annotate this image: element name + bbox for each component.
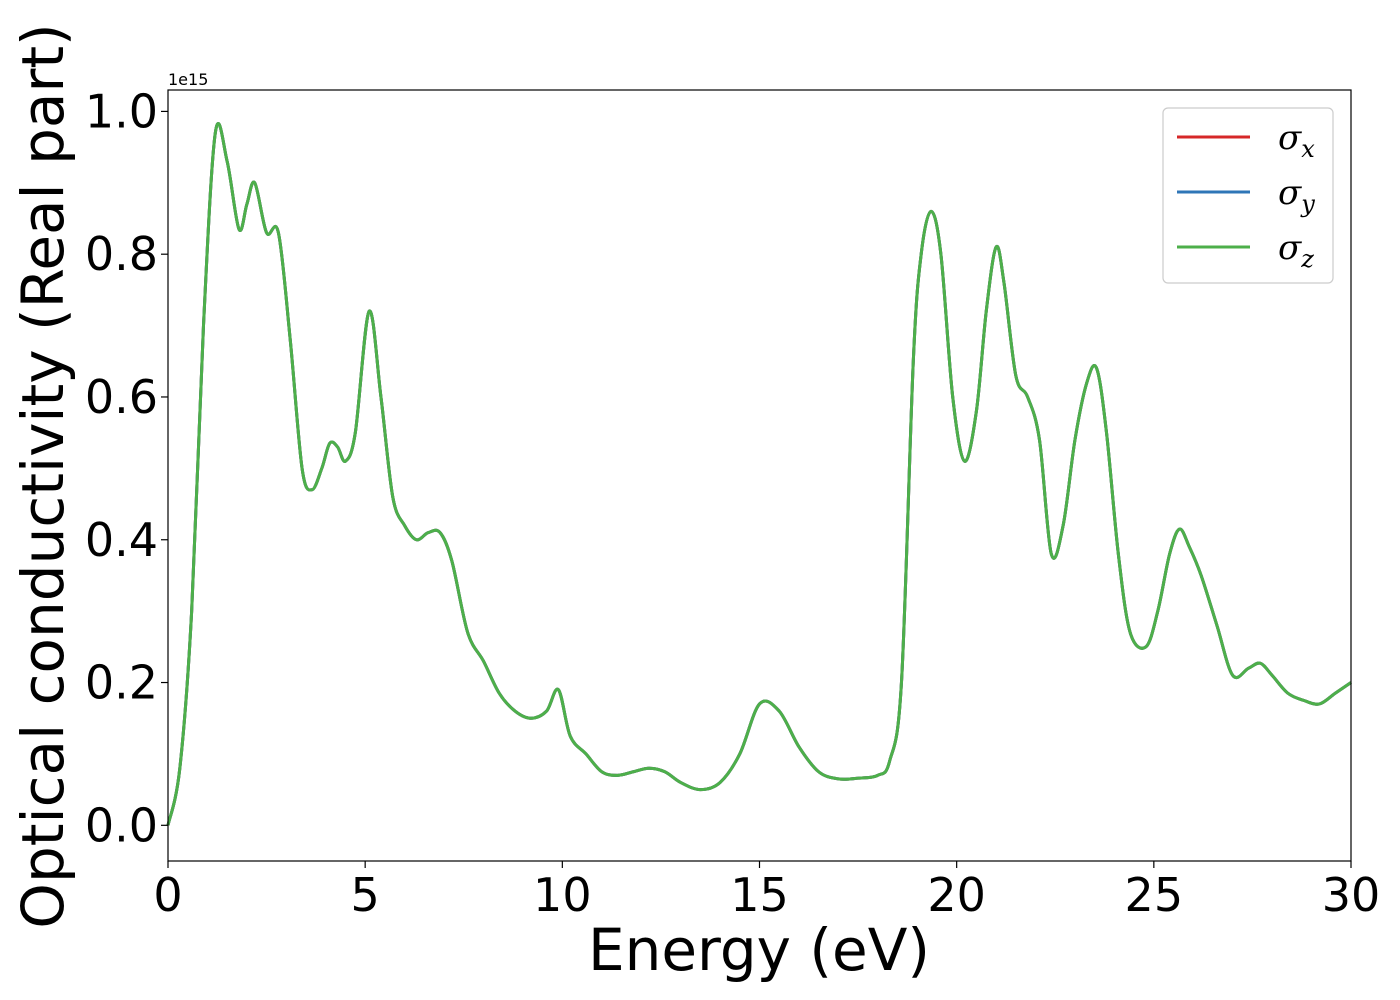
x-tick-label: 15 (730, 868, 789, 922)
y-tick-label: 0.6 (85, 370, 158, 424)
series-line-z (166, 122, 1352, 826)
y-tick-label: 0.4 (85, 513, 158, 567)
x-tick-label: 0 (153, 868, 182, 922)
x-tick-label: 20 (927, 868, 986, 922)
y-offset-label: 1e15 (168, 70, 208, 89)
x-axis-title: Energy (eV) (588, 916, 930, 984)
y-axis-title: Optical conductivity (Real part) (9, 23, 77, 928)
x-tick-label: 30 (1322, 868, 1381, 922)
x-tick-label: 25 (1125, 868, 1184, 922)
y-tick-label: 0.2 (85, 656, 158, 710)
y-tick-label: 0.0 (85, 798, 158, 852)
x-axis-ticks: 0 5 10 15 20 25 30 (153, 861, 1380, 922)
y-tick-label: 0.8 (85, 227, 158, 281)
legend-box (1162, 107, 1334, 284)
x-tick-label: 5 (351, 868, 380, 922)
y-axis-ticks: 0.0 0.2 0.4 0.6 0.8 1.0 (85, 84, 168, 852)
x-tick-label: 10 (533, 868, 592, 922)
y-tick-label: 1.0 (85, 84, 158, 138)
series-layer (166, 122, 1352, 826)
